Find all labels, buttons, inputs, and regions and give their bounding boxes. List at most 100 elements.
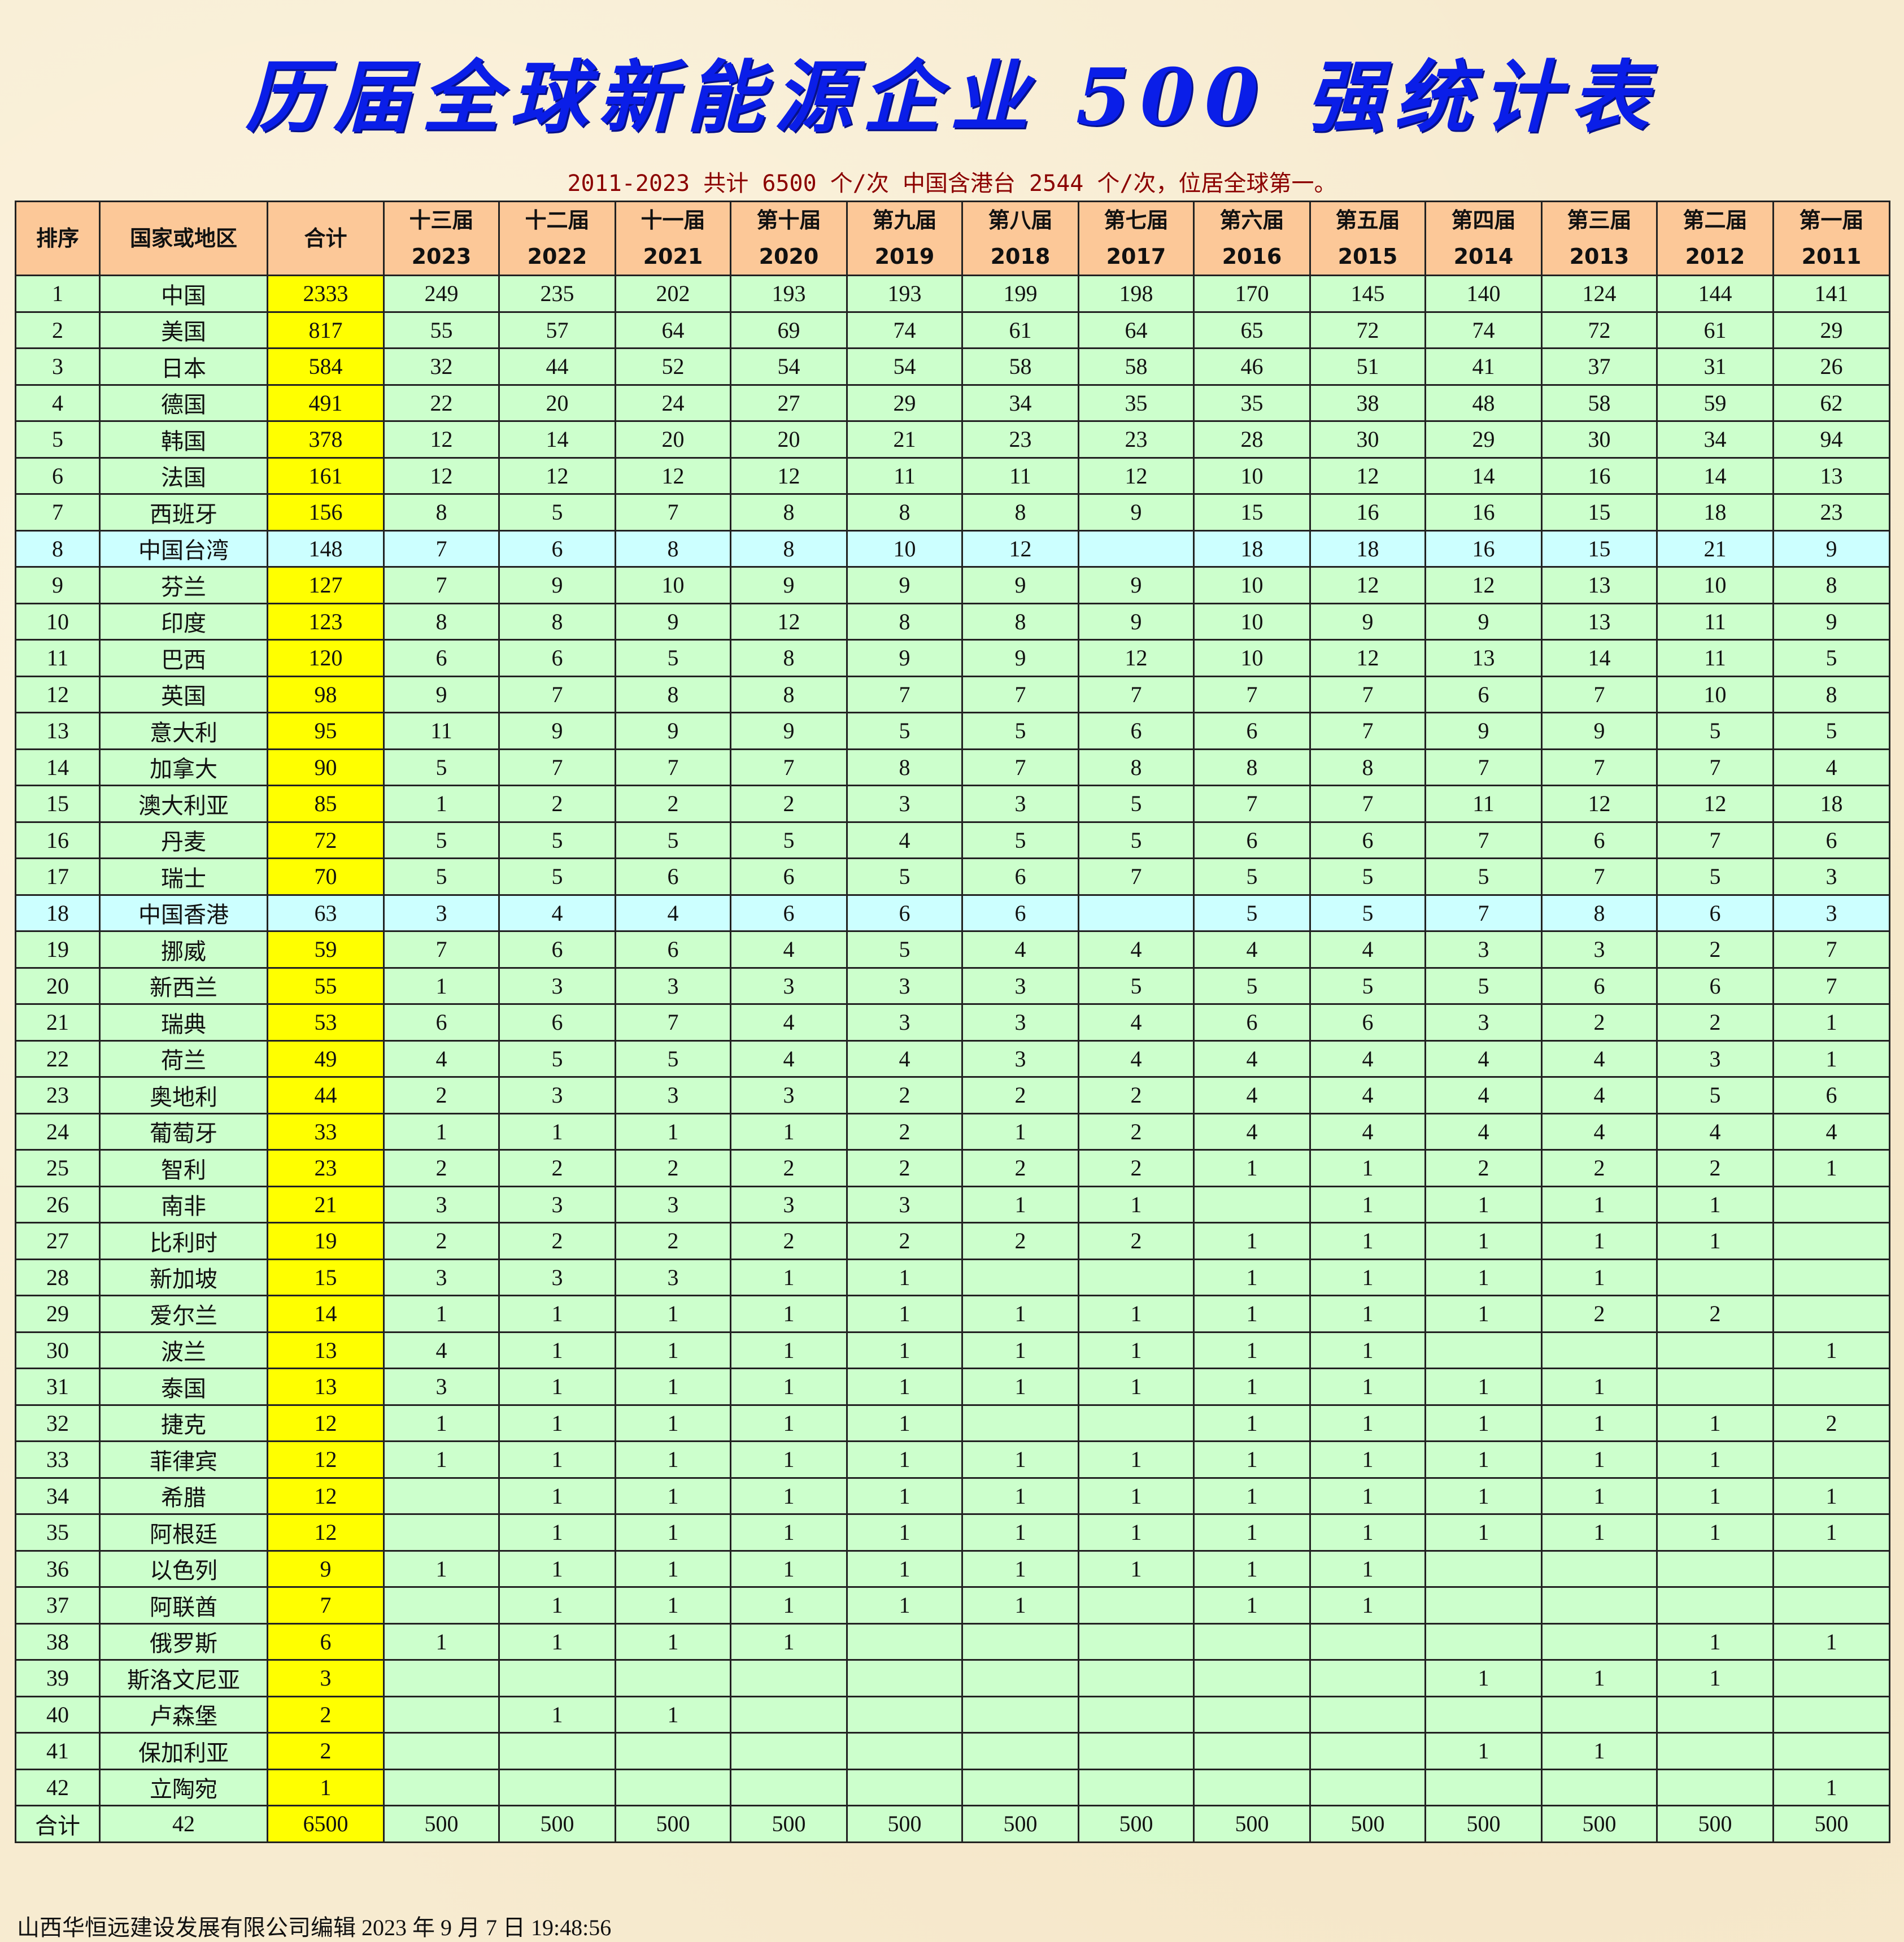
cell-value: 3 — [383, 1368, 500, 1406]
cell-value: 11 — [846, 456, 963, 495]
cell-value: 500 — [1309, 1805, 1426, 1843]
cell-value: 4 — [730, 930, 848, 969]
cell-value: 1 — [1424, 1185, 1543, 1223]
table-row: 13 意大利 95 11 9 9 9 5 5 6 6 7 9 9 5 5 — [15, 712, 1890, 750]
cell-value: 1 — [1541, 1732, 1658, 1770]
cell-value: 1 — [498, 1112, 616, 1151]
cell-value: 3 — [383, 1258, 500, 1296]
table-row: 7 西班牙 156 8 5 7 8 8 8 9 15 16 16 15 18 23 — [15, 493, 1890, 532]
cell-value — [1078, 894, 1195, 932]
cell-value — [1656, 1586, 1774, 1625]
cell-value: 61 — [1656, 311, 1774, 349]
cell-country: 中国 — [99, 275, 268, 313]
cell-country: 意大利 — [99, 712, 268, 750]
cell-value: 1 — [1309, 1222, 1426, 1260]
cell-total: 6 — [267, 1622, 385, 1661]
cell-value — [1193, 1185, 1311, 1223]
cell-total: 12 — [267, 1440, 385, 1479]
cell-total: 85 — [267, 785, 385, 823]
header-edition: 第四届 2014 — [1424, 201, 1543, 276]
table-row: 20 新西兰 55 1 3 3 3 3 3 5 5 5 5 6 6 7 — [15, 966, 1890, 1005]
table-row: 28 新加坡 15 3 3 3 1 1 1 1 1 1 — [15, 1258, 1890, 1296]
table-row: 24 葡萄牙 33 1 1 1 1 2 1 2 4 4 4 4 4 4 — [15, 1112, 1890, 1151]
cell-value: 2 — [846, 1222, 963, 1260]
cell-value: 3 — [615, 966, 731, 1005]
cell-value: 500 — [1193, 1805, 1311, 1843]
cell-value: 18 — [1309, 529, 1426, 568]
cell-value: 8 — [498, 602, 616, 641]
table-row: 42 立陶宛 1 1 — [15, 1768, 1890, 1806]
cell-value — [1193, 1768, 1311, 1806]
cell-country: 保加利亚 — [99, 1732, 268, 1770]
cell-value: 12 — [1424, 566, 1543, 604]
table-row: 5 韩国 378 12 14 20 20 21 23 23 28 30 29 30 34 94 — [15, 420, 1890, 459]
cell-value: 61 — [961, 311, 1079, 349]
cell-value: 1 — [1656, 1222, 1774, 1260]
cell-value: 9 — [1424, 712, 1543, 750]
cell-value: 20 — [615, 420, 731, 459]
cell-value: 1 — [1193, 1222, 1311, 1260]
cell-value: 7 — [383, 529, 500, 568]
cell-rank: 22 — [15, 1039, 101, 1078]
cell-total: 2 — [267, 1695, 385, 1734]
cell-value: 11 — [383, 712, 500, 750]
cell-value: 3 — [1541, 930, 1658, 969]
cell-value: 9 — [615, 602, 731, 641]
cell-rank: 40 — [15, 1695, 101, 1734]
cell-total: 12 — [267, 1477, 385, 1515]
cell-value: 5 — [615, 639, 731, 677]
cell-value: 7 — [1541, 857, 1658, 896]
cell-value: 1 — [498, 1295, 616, 1333]
cell-value — [1193, 1659, 1311, 1697]
cell-total: 161 — [267, 456, 385, 495]
cell-rank: 15 — [15, 785, 101, 823]
cell-rank: 5 — [15, 420, 101, 459]
cell-value — [961, 1768, 1079, 1806]
cell-value: 1 — [730, 1549, 848, 1588]
edition-name: 第三届 — [1567, 208, 1632, 233]
stats-table: 排序 国家或地区 合计 十三届 2023 十二届 2022 十一届 2021 第十届 2020… — [15, 201, 1890, 1843]
cell-value: 235 — [498, 275, 616, 313]
table-row: 36 以色列 9 1 1 1 1 1 1 1 1 1 — [15, 1549, 1890, 1588]
cell-value: 72 — [1309, 311, 1426, 349]
cell-value: 1 — [1656, 1185, 1774, 1223]
cell-rank: 4 — [15, 384, 101, 422]
cell-total: 123 — [267, 602, 385, 641]
cell-value: 1 — [730, 1477, 848, 1515]
cell-value: 14 — [498, 420, 616, 459]
cell-total: 6500 — [267, 1805, 385, 1843]
cell-value: 7 — [1656, 748, 1774, 786]
cell-value: 5 — [1193, 894, 1311, 932]
cell-value: 500 — [615, 1805, 731, 1843]
cell-country: 印度 — [99, 602, 268, 641]
cell-value: 5 — [1309, 894, 1426, 932]
cell-value: 3 — [846, 966, 963, 1005]
header-edition: 第三届 2013 — [1541, 201, 1658, 276]
cell-value — [730, 1659, 848, 1697]
cell-rank: 14 — [15, 748, 101, 786]
cell-value: 1 — [846, 1440, 963, 1479]
cell-value: 1 — [961, 1331, 1079, 1369]
edition-year: 2019 — [874, 244, 935, 269]
header-total: 合计 — [267, 201, 385, 276]
cell-value: 9 — [498, 566, 616, 604]
cell-value: 1 — [1193, 1477, 1311, 1515]
cell-value: 9 — [1078, 493, 1195, 532]
cell-value: 69 — [730, 311, 848, 349]
cell-value: 198 — [1078, 275, 1195, 313]
cell-value: 4 — [1309, 1076, 1426, 1114]
cell-value: 1 — [846, 1331, 963, 1369]
cell-total: 53 — [267, 1003, 385, 1042]
cell-rank: 37 — [15, 1586, 101, 1625]
cell-value: 5 — [846, 930, 963, 969]
cell-value — [1424, 1768, 1543, 1806]
cell-value: 14 — [1424, 456, 1543, 495]
cell-value: 6 — [1193, 1003, 1311, 1042]
cell-value: 5 — [1656, 857, 1774, 896]
cell-value: 1 — [498, 1513, 616, 1552]
cell-value: 1 — [615, 1368, 731, 1406]
cell-value: 500 — [1656, 1805, 1774, 1843]
cell-value: 6 — [1309, 1003, 1426, 1042]
cell-rank: 12 — [15, 675, 101, 713]
cell-value: 6 — [1424, 675, 1543, 713]
